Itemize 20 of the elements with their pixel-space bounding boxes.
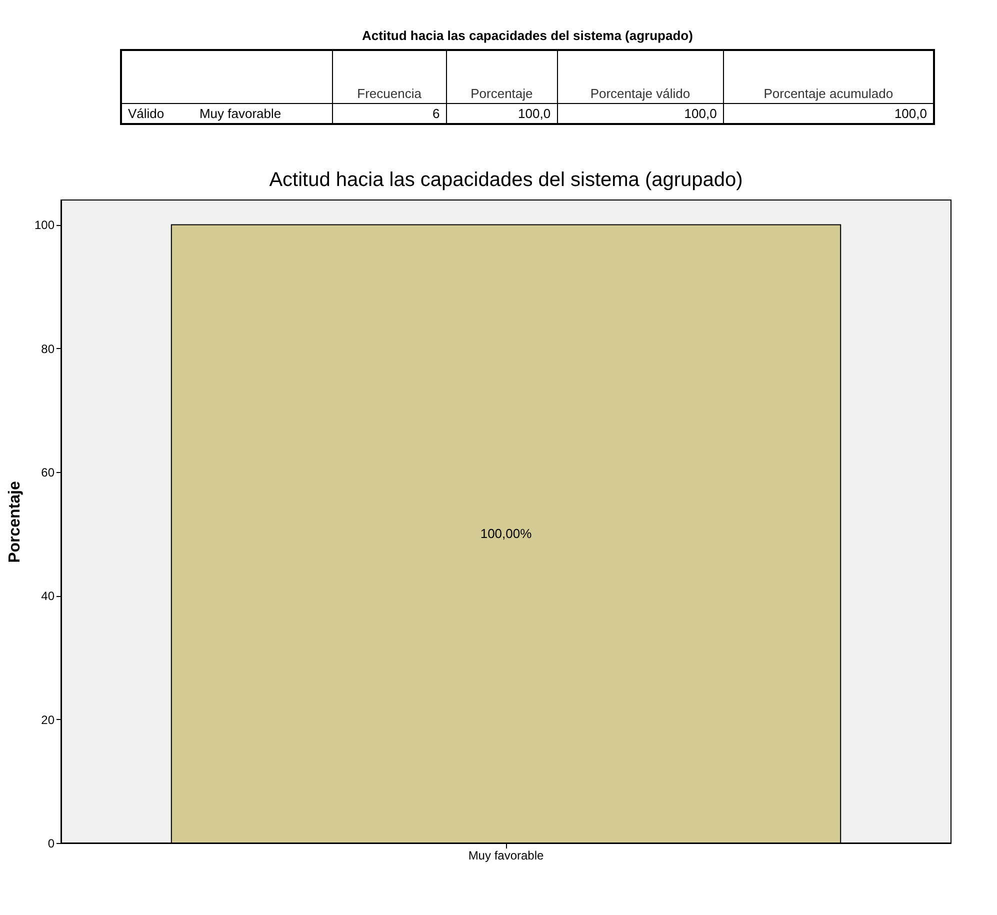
y-tick-label: 80 — [41, 342, 55, 356]
text: Muy favorable — [193, 104, 332, 124]
text: Actitud hacia las capacidades del sistema (agrupado) — [361, 28, 694, 43]
category-label: Porcentaje acumulado — [723, 50, 934, 104]
data-label: 100,00% — [480, 526, 532, 541]
y-tick-label: 40 — [41, 589, 55, 604]
y-axis-title: Porcentaje — [6, 480, 24, 563]
text: Válido — [121, 104, 194, 124]
text: 100,0 — [446, 104, 558, 124]
y-tick-label: 60 — [41, 466, 55, 480]
y-tick-label: 20 — [41, 712, 55, 727]
category-label: Porcentaje válido — [557, 50, 724, 104]
text: 100,0 — [557, 104, 724, 124]
category-label: Porcentaje — [446, 50, 558, 104]
text: 100,0 — [723, 104, 934, 124]
category-label: Frecuencia — [332, 50, 446, 104]
chart-title: Actitud hacia las capacidades del sistema (agrupado) — [269, 169, 743, 191]
y-tick-label: 100 — [34, 218, 55, 232]
text: 6 — [332, 104, 446, 124]
y-tick-label: 0 — [48, 836, 55, 850]
